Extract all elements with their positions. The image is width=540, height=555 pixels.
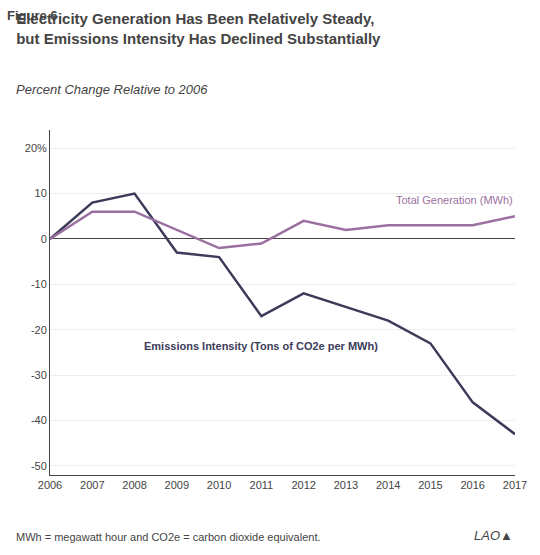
- svg-text:20%: 20%: [25, 142, 47, 154]
- svg-text:-50: -50: [31, 460, 47, 472]
- svg-text:Figure 6: Figure 6: [7, 8, 58, 23]
- svg-text:Percent Change Relative to 200: Percent Change Relative to 2006: [16, 82, 208, 97]
- svg-text:2016: 2016: [460, 479, 484, 491]
- svg-text:2017: 2017: [503, 479, 527, 491]
- svg-text:2014: 2014: [376, 479, 400, 491]
- svg-text:2013: 2013: [334, 479, 358, 491]
- svg-text:2012: 2012: [291, 479, 315, 491]
- svg-text:-30: -30: [31, 369, 47, 381]
- svg-text:2007: 2007: [80, 479, 104, 491]
- svg-text:Total Generation (MWh): Total Generation (MWh): [396, 194, 513, 206]
- svg-text:-20: -20: [31, 324, 47, 336]
- svg-text:0: 0: [41, 233, 47, 245]
- svg-text:2010: 2010: [207, 479, 231, 491]
- svg-text:LAO▲: LAO▲: [474, 528, 513, 543]
- svg-text:2008: 2008: [122, 479, 146, 491]
- svg-text:Emissions Intensity (Tons of C: Emissions Intensity (Tons of CO2e per MW…: [144, 340, 378, 352]
- svg-text:MWh = megawatt hour and CO2e =: MWh = megawatt hour and CO2e = carbon di…: [16, 531, 321, 543]
- svg-text:10: 10: [35, 187, 47, 199]
- svg-text:2006: 2006: [38, 479, 62, 491]
- svg-text:2009: 2009: [165, 479, 189, 491]
- svg-text:2011: 2011: [250, 479, 274, 491]
- svg-text:-40: -40: [31, 414, 47, 426]
- svg-text:Electricity Generation Has Bee: Electricity Generation Has Been Relative…: [16, 10, 381, 47]
- svg-text:2015: 2015: [418, 479, 442, 491]
- svg-text:-10: -10: [31, 278, 47, 290]
